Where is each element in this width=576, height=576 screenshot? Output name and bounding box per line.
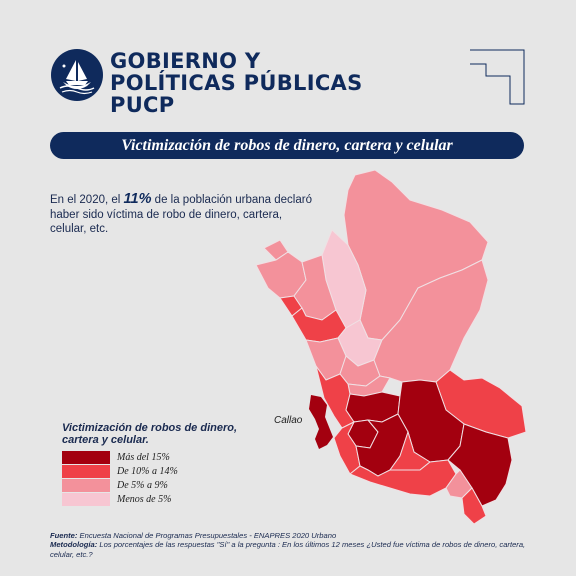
pucp-logo-icon bbox=[51, 49, 103, 101]
intro-percent: 11% bbox=[123, 191, 152, 207]
source-text: Encuesta Nacional de Programas Presupues… bbox=[77, 531, 337, 540]
legend-title: Victimización de robos de dinero, carter… bbox=[62, 422, 238, 446]
region-tacna bbox=[461, 487, 487, 525]
intro-text: En el 2020, el 11% de la población urban… bbox=[50, 192, 320, 237]
brand-line-2: POLÍTICAS PÚBLICAS bbox=[110, 71, 363, 95]
legend-item: De 5% a 9% bbox=[62, 479, 178, 492]
region-puno bbox=[447, 423, 513, 507]
legend-item: Más del 15% bbox=[62, 451, 178, 464]
intro-part-2: de la población urbana declaró haber sid… bbox=[50, 194, 312, 235]
legend-swatch bbox=[62, 451, 110, 464]
legend-swatch bbox=[62, 479, 110, 492]
method-label: Metodología: bbox=[50, 540, 98, 550]
footnote-source: Fuente: Encuesta Nacional de Programas P… bbox=[50, 531, 540, 540]
legend-swatch bbox=[62, 493, 110, 506]
legend-label: De 5% a 9% bbox=[117, 480, 168, 491]
method-text: Los porcentajes de las respuestas "Sí" a… bbox=[50, 540, 526, 559]
region-arequipa bbox=[349, 459, 457, 497]
legend-label: Menos de 5% bbox=[117, 494, 172, 505]
legend-label: De 10% a 14% bbox=[117, 466, 178, 477]
legend-item: De 10% a 14% bbox=[62, 465, 178, 478]
source-label: Fuente: bbox=[50, 531, 78, 540]
peru-map bbox=[255, 170, 527, 525]
brand-line-3: PUCP bbox=[110, 93, 175, 117]
legend-label: Más del 15% bbox=[117, 452, 170, 463]
intro-part-1: En el 2020, el bbox=[50, 194, 124, 206]
callao-label: Callao bbox=[274, 415, 303, 426]
legend: Más del 15% De 10% a 14% De 5% a 9% Meno… bbox=[62, 451, 178, 507]
title-banner: Victimización de robos de dinero, carter… bbox=[50, 132, 524, 159]
brand-line-1: GOBIERNO Y bbox=[110, 49, 261, 73]
region-callao bbox=[309, 395, 333, 449]
legend-item: Menos de 5% bbox=[62, 493, 178, 506]
brand-title: GOBIERNO Y POLÍTICAS PÚBLICAS PUCP bbox=[110, 50, 363, 116]
footnote-method: Metodología: Los porcentajes de las resp… bbox=[50, 540, 540, 559]
corner-decoration-icon bbox=[470, 49, 525, 105]
footnote: Fuente: Encuesta Nacional de Programas P… bbox=[50, 531, 540, 559]
legend-swatch bbox=[62, 465, 110, 478]
